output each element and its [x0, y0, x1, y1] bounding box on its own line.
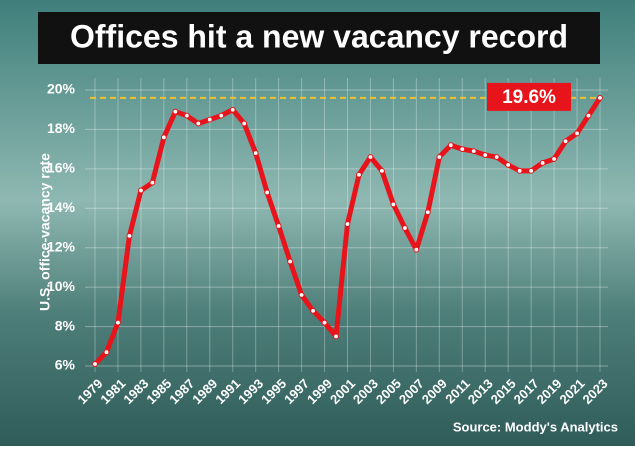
y-tick-label: 8%: [55, 317, 76, 333]
y-tick-label: 12%: [47, 238, 76, 254]
data-point: [149, 179, 156, 186]
data-point: [505, 162, 512, 168]
data-point: [218, 112, 225, 119]
data-point: [424, 209, 431, 216]
data-point: [413, 246, 420, 253]
data-point: [344, 221, 351, 227]
annotation-label: 19.6%: [502, 87, 556, 108]
data-point: [264, 189, 271, 196]
annotation-box: [487, 82, 571, 111]
data-point: [195, 120, 202, 127]
y-tick-label: 20%: [47, 81, 76, 97]
data-point: [447, 142, 454, 149]
data-point: [493, 154, 500, 160]
data-point: [436, 154, 443, 160]
data-point: [356, 171, 362, 178]
data-point: [183, 112, 190, 119]
data-point: [229, 106, 236, 113]
data-point: [585, 112, 592, 119]
data-point: [321, 319, 328, 326]
data-point: [574, 130, 580, 137]
data-point: [252, 150, 259, 156]
data-point: [333, 333, 339, 340]
data-point: [298, 292, 305, 298]
data-point: [551, 156, 557, 162]
data-point: [287, 258, 294, 265]
data-point: [206, 116, 213, 123]
chart-title: Offices hit a new vacancy record: [70, 18, 568, 54]
data-point: [367, 154, 374, 160]
data-point: [275, 223, 282, 229]
data-point: [597, 94, 603, 101]
data-point: [241, 120, 248, 127]
data-point: [310, 307, 316, 314]
y-tick-label: 18%: [47, 120, 76, 136]
data-point: [103, 349, 110, 356]
data-point: [172, 108, 179, 115]
data-point: [539, 160, 546, 166]
data-point: [401, 225, 408, 231]
data-point: [459, 146, 466, 153]
y-tick-label: 14%: [47, 199, 76, 215]
data-point: [126, 232, 133, 239]
y-axis-label: U.S. office-vacancy rate: [37, 153, 53, 311]
data-point: [390, 201, 397, 208]
data-point: [92, 361, 98, 367]
data-point: [470, 148, 477, 155]
data-point: [115, 319, 121, 326]
y-tick-label: 6%: [55, 357, 76, 373]
data-point: [379, 167, 385, 174]
data-point: [160, 134, 167, 141]
data-point: [516, 167, 523, 174]
data-point: [562, 138, 569, 145]
data-point: [528, 167, 535, 174]
title-box: [38, 12, 600, 64]
source: Source: Moddy's Analytics: [453, 419, 618, 434]
y-tick-label: 16%: [47, 160, 76, 176]
data-point: [138, 187, 144, 194]
data-point: [482, 152, 489, 158]
y-tick-label: 10%: [47, 278, 76, 294]
